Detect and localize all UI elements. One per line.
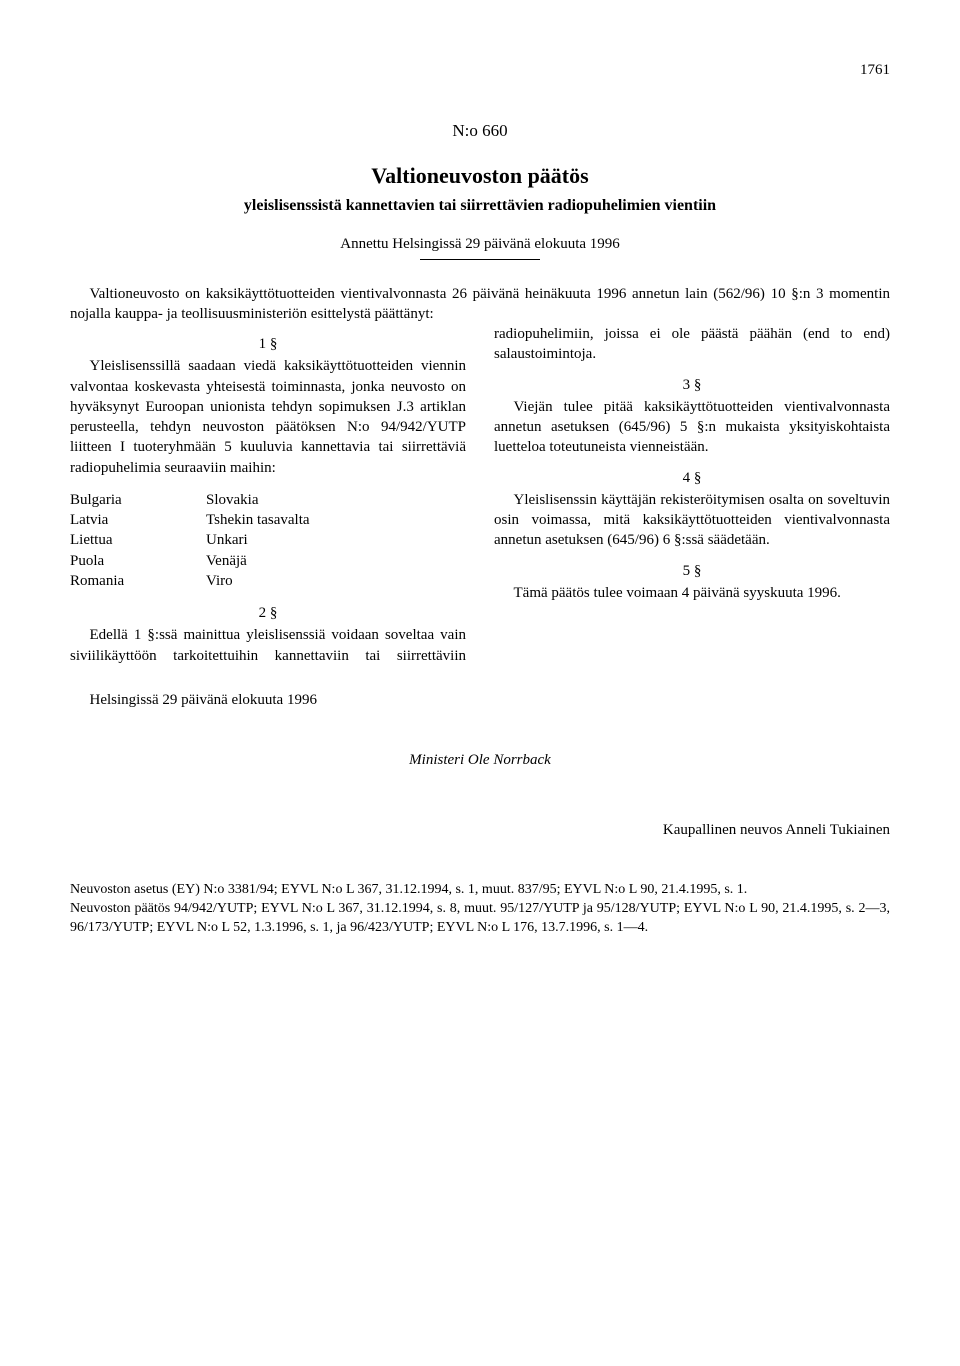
country-left-4: Romania xyxy=(70,571,206,591)
country-left-0: Bulgaria xyxy=(70,490,206,510)
body-columns: 1 § Yleislisenssillä saadaan viedä kaksi… xyxy=(70,324,890,666)
section-1-number: 1 § xyxy=(70,334,466,354)
footnotes: Neuvoston asetus (EY) N:o 3381/94; EYVL … xyxy=(70,881,890,938)
counsel-signature: Kaupallinen neuvos Anneli Tukiainen xyxy=(70,820,890,840)
section-3-number: 3 § xyxy=(494,375,890,395)
document-title: Valtioneuvoston päätös xyxy=(70,161,890,191)
section-5-body: Tämä päätös tulee voimaan 4 päivänä syys… xyxy=(494,583,890,603)
section-2-number: 2 § xyxy=(70,603,466,623)
minister-signature: Ministeri Ole Norrback xyxy=(70,750,890,770)
country-right-3: Venäjä xyxy=(206,551,466,571)
section-4-body: Yleislisenssin käyttäjän rekisteröitymis… xyxy=(494,490,890,551)
preamble: Valtioneuvosto on kaksikäyttötuotteiden … xyxy=(70,284,890,325)
country-right-2: Unkari xyxy=(206,530,466,550)
country-left-2: Liettua xyxy=(70,530,206,550)
country-right-4: Viro xyxy=(206,571,466,591)
section-3-body: Viejän tulee pitää kaksikäyttötuotteiden… xyxy=(494,397,890,458)
country-left-1: Latvia xyxy=(70,510,206,530)
title-divider xyxy=(420,259,540,260)
section-1-body: Yleislisenssillä saadaan viedä kaksikäyt… xyxy=(70,356,466,478)
footnote-2: Neuvoston päätös 94/942/YUTP; EYVL N:o L… xyxy=(70,900,890,938)
country-left-3: Puola xyxy=(70,551,206,571)
signature-place: Helsingissä 29 päivänä elokuuta 1996 xyxy=(70,690,890,710)
section-5-number: 5 § xyxy=(494,561,890,581)
footnote-1: Neuvoston asetus (EY) N:o 3381/94; EYVL … xyxy=(70,881,890,900)
document-number: N:o 660 xyxy=(70,120,890,143)
document-subtitle: yleislisenssistä kannettavien tai siirre… xyxy=(70,195,890,217)
country-right-0: Slovakia xyxy=(206,490,466,510)
page-number: 1761 xyxy=(70,60,890,80)
country-list: BulgariaSlovakia LatviaTshekin tasavalta… xyxy=(70,490,466,591)
given-at: Annettu Helsingissä 29 päivänä elokuuta … xyxy=(70,234,890,254)
country-right-1: Tshekin tasavalta xyxy=(206,510,466,530)
section-4-number: 4 § xyxy=(494,468,890,488)
